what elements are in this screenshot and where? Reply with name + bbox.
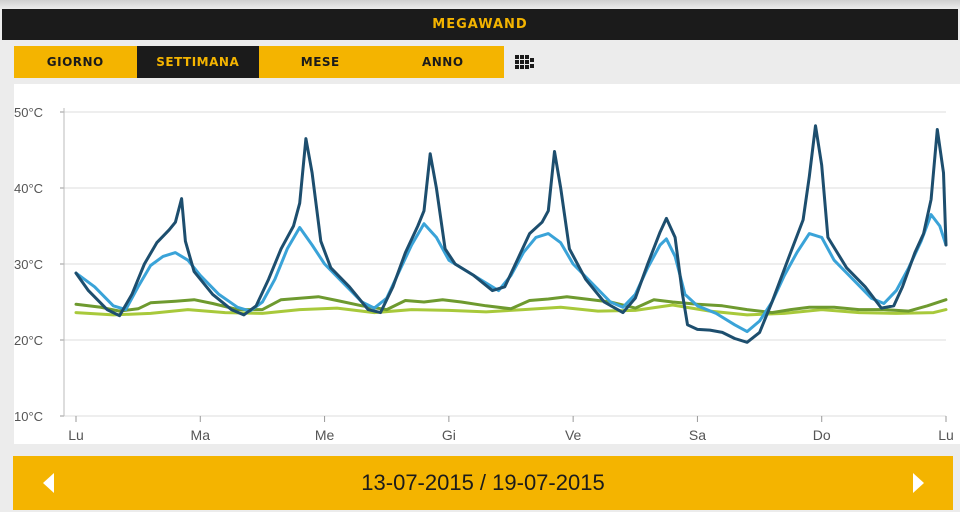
top-shadow (0, 0, 960, 9)
series-line-2 (74, 213, 948, 334)
date-range: 13-07-2015 / 19-07-2015 (361, 470, 605, 495)
date-navigator: 13-07-2015 / 19-07-2015 (13, 456, 953, 510)
temperature-chart: 10°C 20°C 30°C 40°C 50°C Lu Ma Me Gi Ve Sa Do Lu (14, 84, 960, 444)
tab-giorno[interactable]: GIORNO (46, 55, 104, 69)
x-tick-label: Sa (689, 427, 706, 443)
x-tick-label: Me (315, 427, 335, 443)
y-tick-label: 30°C (14, 257, 43, 272)
tab-anno[interactable]: ANNO (421, 55, 464, 69)
tab-mese[interactable]: MESE (300, 55, 340, 69)
chart-svg: 10°C 20°C 30°C 40°C 50°C Lu Ma Me Gi Ve Sa Do Lu (14, 105, 954, 443)
x-tick-label: Gi (442, 427, 456, 443)
tab-settimana[interactable]: SETTIMANA (136, 46, 259, 78)
series-line-1 (74, 124, 948, 344)
y-tick-label: 50°C (14, 105, 43, 120)
chevron-right-icon[interactable] (893, 456, 943, 510)
series-line-4 (74, 303, 948, 317)
app-title: MEGAWAND (432, 17, 528, 32)
y-tick-label: 20°C (14, 333, 43, 348)
chevron-left-icon[interactable] (23, 456, 73, 510)
x-tick-label: Do (813, 427, 831, 443)
grid-icon[interactable] (513, 53, 537, 73)
y-tick-label: 40°C (14, 181, 43, 196)
title-bar: MEGAWAND (2, 9, 958, 40)
x-tick-label: Lu (68, 427, 84, 443)
y-tick-label: 10°C (14, 409, 43, 424)
x-tick-label: Lu (938, 427, 954, 443)
series-line-3 (74, 295, 948, 315)
x-tick-label: Ma (191, 427, 211, 443)
x-tick-label: Ve (565, 427, 582, 443)
period-tabs: GIORNO SETTIMANA MESE ANNO (14, 46, 504, 78)
